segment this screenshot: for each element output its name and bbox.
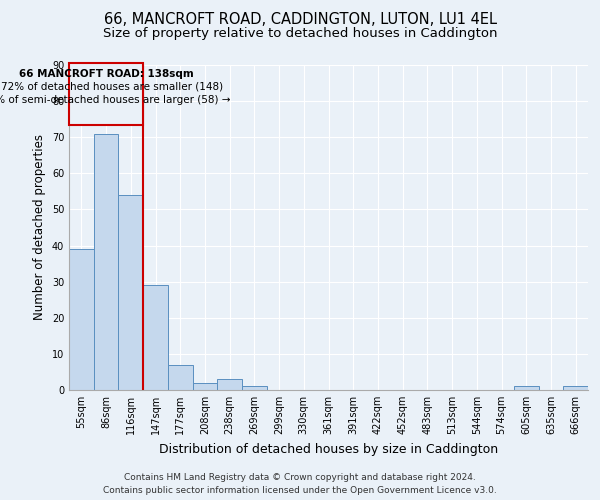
Text: Contains HM Land Registry data © Crown copyright and database right 2024.: Contains HM Land Registry data © Crown c… (124, 472, 476, 482)
Text: 66, MANCROFT ROAD, CADDINGTON, LUTON, LU1 4EL: 66, MANCROFT ROAD, CADDINGTON, LUTON, LU… (104, 12, 497, 26)
Bar (217, 379, 242, 390)
Bar (193, 383, 217, 390)
Text: Contains public sector information licensed under the Open Government Licence v3: Contains public sector information licen… (103, 486, 497, 495)
FancyBboxPatch shape (69, 63, 143, 124)
Text: ← 72% of detached houses are smaller (148): ← 72% of detached houses are smaller (14… (0, 82, 223, 92)
Text: Distribution of detached houses by size in Caddington: Distribution of detached houses by size … (159, 442, 499, 456)
Bar (94, 134, 118, 390)
Bar (118, 195, 143, 390)
Bar (514, 386, 539, 390)
Bar (563, 386, 588, 390)
Y-axis label: Number of detached properties: Number of detached properties (33, 134, 46, 320)
Text: 66 MANCROFT ROAD: 138sqm: 66 MANCROFT ROAD: 138sqm (19, 70, 193, 80)
Bar (69, 249, 94, 390)
Text: Size of property relative to detached houses in Caddington: Size of property relative to detached ho… (103, 28, 497, 40)
Bar (168, 364, 193, 390)
Bar (242, 386, 267, 390)
Text: 28% of semi-detached houses are larger (58) →: 28% of semi-detached houses are larger (… (0, 94, 230, 104)
Bar (143, 286, 168, 390)
